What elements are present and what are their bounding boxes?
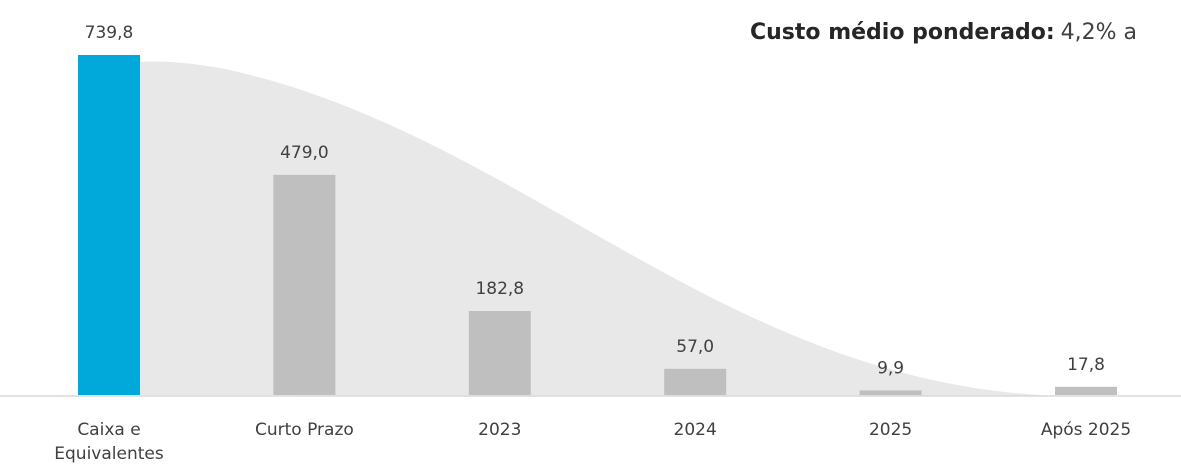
- annotation-label: Custo médio ponderado:: [750, 20, 1055, 45]
- bar: [1055, 386, 1117, 395]
- background-curve: [110, 61, 1060, 397]
- bar: [468, 310, 531, 395]
- bar: [664, 368, 727, 395]
- value-label: 479,0: [280, 143, 329, 163]
- x-tick-label: 2025: [868, 420, 913, 440]
- bar: [859, 390, 922, 395]
- x-tick-label: Após 2025: [1040, 420, 1132, 440]
- x-tick-label: Curto Prazo: [254, 420, 354, 440]
- bar: [273, 174, 336, 395]
- value-label: 17,8: [1067, 355, 1105, 375]
- value-label: 9,9: [877, 358, 904, 378]
- annotation-value: 4,2% a: [1061, 20, 1137, 45]
- value-label: 182,8: [475, 279, 524, 299]
- value-label: 739,8: [85, 23, 134, 43]
- x-tick-label: Caixa e Equivalentes: [54, 420, 164, 464]
- value-label: 57,0: [676, 337, 714, 357]
- x-tick-label: 2024: [673, 420, 717, 440]
- bar: [78, 55, 140, 395]
- x-tick-label: 2023: [478, 420, 522, 440]
- annotation: Custo médio ponderado: 4,2% a: [750, 20, 1137, 45]
